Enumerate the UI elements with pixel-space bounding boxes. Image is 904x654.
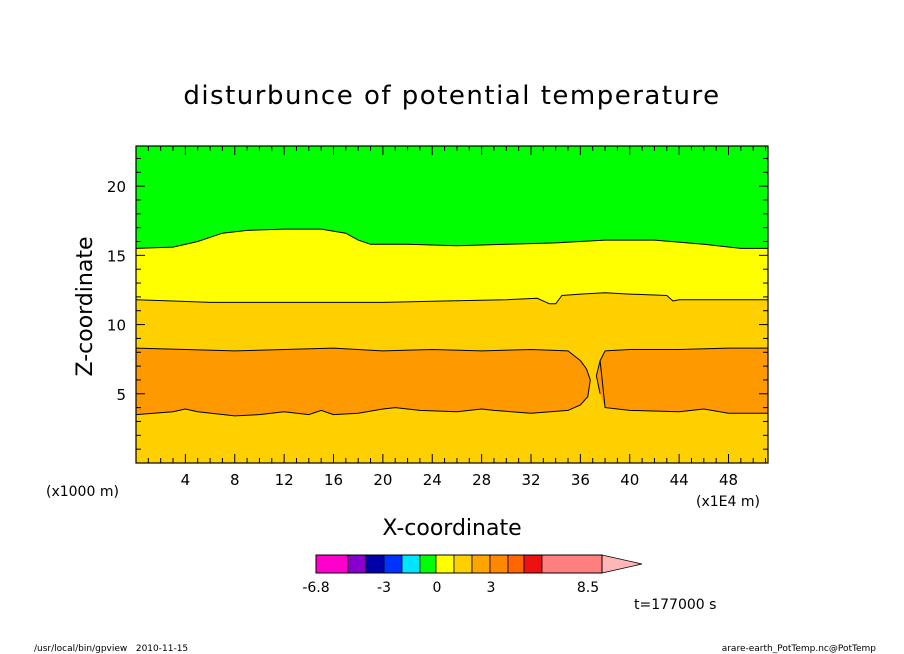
colorbar-swatch [435, 554, 455, 574]
colorbar-swatch [489, 554, 509, 574]
x-tick-label: 32 [521, 471, 540, 489]
x-unit-label: (x1E4 m) [696, 494, 760, 510]
colorbar-swatch [541, 554, 603, 574]
plot-area [135, 145, 769, 464]
colorbar: -6.8 -3 0 3 8.5 [302, 554, 643, 596]
colorbar-swatch [453, 554, 473, 574]
time-label: t=177000 s [634, 597, 716, 613]
footer-right: arare-earth_PotTemp.nc@PotTemp [722, 644, 877, 654]
chart-title: disturbunce of potential temperature [183, 81, 720, 111]
colorbar-swatch [401, 554, 421, 574]
contour-line-orange-lower-right [595, 360, 768, 414]
colorbar-swatch [471, 554, 491, 574]
x-tick-label: 44 [670, 471, 689, 489]
contour-line-orange-upper [135, 347, 581, 361]
colorbar-tick-label: -3 [377, 580, 391, 596]
colorbar-swatch [347, 554, 367, 574]
band-green [136, 146, 768, 249]
x-tick-label: 40 [620, 471, 639, 489]
x-tick-label: 36 [571, 471, 590, 489]
colorbar-swatch [383, 554, 403, 574]
colorbar-tick-label: 3 [487, 580, 496, 596]
x-tick-label: 20 [373, 471, 392, 489]
x-tick-label: 12 [275, 471, 294, 489]
contour-lines [135, 228, 768, 417]
colorbar-tick-label: 8.5 [577, 580, 599, 596]
colorbar-swatch [507, 554, 525, 574]
y-tick-label: 10 [107, 317, 126, 335]
contour-line-green [135, 228, 768, 249]
x-tick-label: 24 [423, 471, 442, 489]
band-yellow [136, 229, 768, 304]
colorbar-tick-label: -6.8 [302, 580, 329, 596]
contour-line-neck-right [599, 350, 606, 361]
colorbar-swatch [419, 554, 437, 574]
band-orange-right [596, 348, 768, 414]
y-tick-label: 20 [107, 178, 126, 196]
colorbar-swatch [315, 554, 349, 574]
colorbar-swatch [523, 554, 543, 574]
footer-left: /usr/local/bin/gpview 2010-11-15 [34, 644, 188, 654]
colorbar-swatch [365, 554, 385, 574]
band-orange-left [136, 348, 591, 416]
x-tick-label: 48 [719, 471, 738, 489]
contour-line-orange-lower [135, 368, 591, 417]
y-unit-label: (x1000 m) [46, 484, 119, 500]
plot-frame [135, 145, 769, 464]
y-tick-label: 5 [116, 386, 126, 404]
y-axis-label: Z-coordinate [73, 237, 98, 377]
y-tick-label: 15 [107, 247, 126, 265]
x-tick-label: 8 [230, 471, 240, 489]
colorbar-tick-label: 0 [433, 580, 442, 596]
x-tick-label: 16 [324, 471, 343, 489]
contour-line-neck-left [579, 360, 587, 370]
contour-line-orange-upper-right [605, 347, 768, 352]
x-tick-label: 28 [472, 471, 491, 489]
colorbar-frame [315, 554, 603, 574]
axis-ticks [136, 146, 768, 463]
x-tick-label: 4 [181, 471, 191, 489]
contour-line-yellow [135, 292, 768, 305]
x-axis-label: X-coordinate [382, 516, 521, 541]
